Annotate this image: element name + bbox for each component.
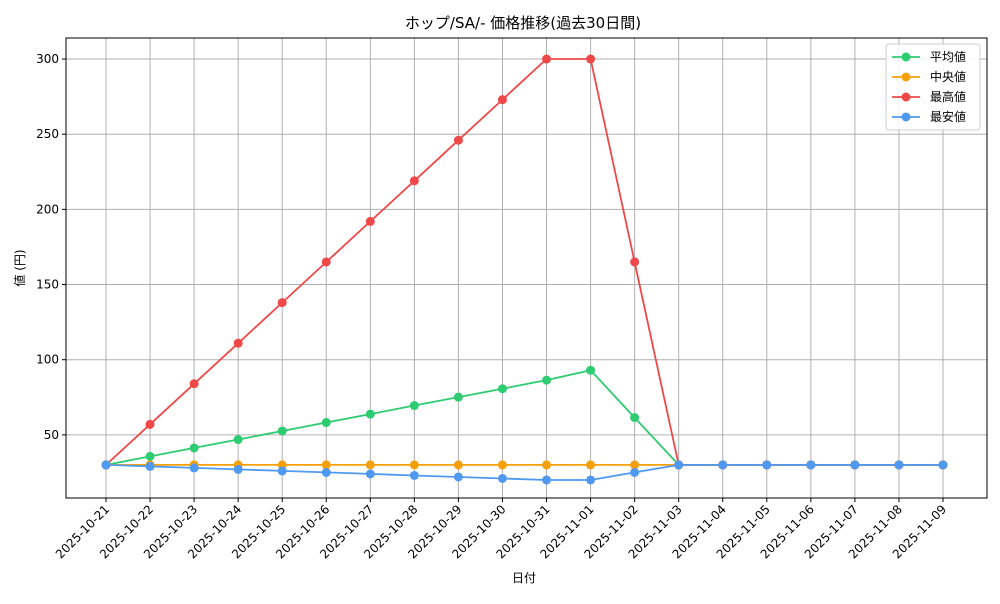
data-point xyxy=(850,460,860,470)
data-point xyxy=(321,460,331,470)
data-point xyxy=(189,379,199,389)
legend-item: 最高値 xyxy=(892,89,966,104)
y-tick-label: 300 xyxy=(36,52,59,66)
data-point xyxy=(321,467,331,477)
data-point xyxy=(365,469,375,479)
data-point xyxy=(321,418,331,428)
axes-layer: 2025-10-212025-10-222025-10-232025-10-24… xyxy=(36,37,988,561)
data-point xyxy=(409,176,419,186)
data-point xyxy=(453,460,463,470)
data-point xyxy=(938,460,948,470)
data-point xyxy=(453,392,463,402)
series-layer xyxy=(101,54,948,485)
data-point xyxy=(718,460,728,470)
y-tick-label: 150 xyxy=(36,278,59,292)
data-point xyxy=(586,54,596,64)
data-point xyxy=(497,460,507,470)
data-point xyxy=(586,365,596,375)
series-line xyxy=(105,369,943,466)
data-point xyxy=(497,384,507,394)
y-tick-label: 100 xyxy=(36,353,59,367)
data-point xyxy=(145,419,155,429)
legend-label: 平均値 xyxy=(930,49,966,64)
y-tick-label: 50 xyxy=(44,428,59,442)
data-point xyxy=(277,466,287,476)
data-point xyxy=(189,463,199,473)
data-point xyxy=(277,426,287,436)
legend-label: 最安値 xyxy=(930,109,966,124)
data-point xyxy=(586,460,596,470)
data-point xyxy=(542,475,552,485)
data-point xyxy=(630,257,640,267)
legend-item: 最安値 xyxy=(892,109,966,124)
data-point xyxy=(409,401,419,411)
legend-item: 平均値 xyxy=(892,49,966,64)
data-point xyxy=(542,375,552,385)
legend-marker xyxy=(901,112,911,122)
legend-marker xyxy=(901,52,911,62)
data-point xyxy=(145,451,155,461)
legend-marker xyxy=(901,72,911,82)
data-point xyxy=(453,135,463,145)
data-point xyxy=(145,461,155,471)
data-point xyxy=(189,443,199,453)
data-point xyxy=(409,460,419,470)
data-point xyxy=(630,460,640,470)
data-point xyxy=(497,95,507,105)
data-point xyxy=(674,460,684,470)
data-point xyxy=(365,216,375,226)
grid-layer xyxy=(66,38,987,498)
data-point xyxy=(233,464,243,474)
data-point xyxy=(542,460,552,470)
chart-title: ホップ/SA/- 価格推移(過去30日間) xyxy=(405,14,641,32)
data-point xyxy=(762,460,772,470)
data-point xyxy=(321,257,331,267)
series-line xyxy=(105,58,943,466)
legend-label: 最高値 xyxy=(930,89,966,104)
legend-box xyxy=(885,43,981,131)
series-line xyxy=(105,463,943,481)
legend-marker xyxy=(901,92,911,102)
data-point xyxy=(277,298,287,308)
data-point xyxy=(409,470,419,480)
plot-frame xyxy=(65,37,988,499)
y-tick-label: 200 xyxy=(36,202,59,216)
x-axis-label: 日付 xyxy=(512,571,536,585)
data-point xyxy=(101,460,111,470)
series-3 xyxy=(101,460,948,485)
data-point xyxy=(497,473,507,483)
data-point xyxy=(233,435,243,445)
data-point xyxy=(894,460,904,470)
data-point xyxy=(806,460,816,470)
data-point xyxy=(453,472,463,482)
data-point xyxy=(630,413,640,423)
legend-item: 中央値 xyxy=(892,69,966,84)
data-point xyxy=(365,460,375,470)
y-tick-label: 250 xyxy=(36,127,59,141)
legend-label: 中央値 xyxy=(930,69,966,84)
series-0 xyxy=(101,365,948,470)
data-point xyxy=(365,409,375,419)
y-axis-label: 値 (円) xyxy=(12,249,27,286)
series-2 xyxy=(101,54,948,470)
data-point xyxy=(542,54,552,64)
data-point xyxy=(630,467,640,477)
data-point xyxy=(233,338,243,348)
data-point xyxy=(586,475,596,485)
